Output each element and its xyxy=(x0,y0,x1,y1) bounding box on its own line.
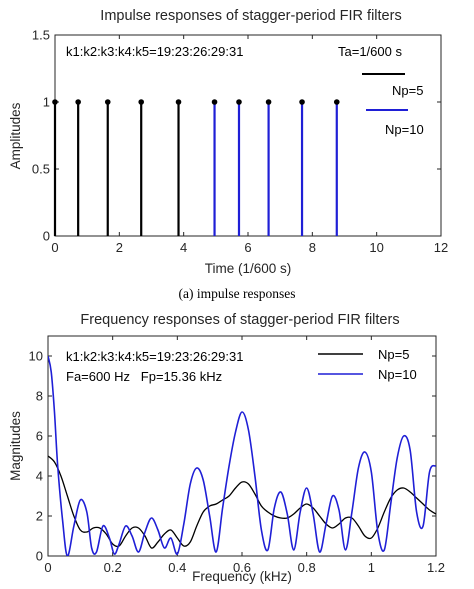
frequency-y-tick-label: 10 xyxy=(29,349,43,364)
impulse-stem-marker xyxy=(138,99,145,105)
impulse-stem-marker xyxy=(299,99,305,105)
impulse-x-tick-label: 6 xyxy=(244,240,251,255)
impulse-y-axis-label: Amplitudes xyxy=(8,102,23,169)
impulse-sampling-annotation: Ta=1/600 s xyxy=(338,44,402,59)
impulse-chart: Impulse responses of stagger-period FIR … xyxy=(8,8,448,301)
impulse-chart-title: Impulse responses of stagger-period FIR … xyxy=(100,8,401,24)
frequency-series-line-np5 xyxy=(48,455,436,549)
impulse-x-tick-label: 10 xyxy=(369,240,383,255)
frequency-ratio-annotation: k1:k2:k3:k4:k5=19:23:26:29:31 xyxy=(66,349,243,364)
impulse-stems xyxy=(52,99,340,236)
frequency-y-tick-label: 4 xyxy=(36,469,43,484)
impulse-stem-marker xyxy=(236,99,242,105)
impulse-ticks: 0 2 4 6 8 10 12 0 0.5 1 1.5 xyxy=(32,28,448,256)
impulse-stem-marker xyxy=(75,99,81,105)
frequency-x-tick-label: 0 xyxy=(44,560,51,575)
frequency-legend-label-np5: Np=5 xyxy=(378,347,409,362)
impulse-stem-marker xyxy=(333,99,340,105)
impulse-stem-marker xyxy=(175,99,182,105)
impulse-caption: (a) impulse responses xyxy=(179,286,296,301)
impulse-y-tick-label: 1.5 xyxy=(32,28,50,43)
impulse-legend-label-np5: Np=5 xyxy=(392,83,423,98)
frequency-x-tick-label: 0.6 xyxy=(233,560,251,575)
impulse-stem-marker xyxy=(265,99,272,105)
frequency-ticks: 0 0.2 0.4 0.6 0.8 1 1.2 0 2 4 6 8 10 xyxy=(29,336,445,575)
impulse-x-axis-label: Time (1/600 s) xyxy=(205,261,292,276)
impulse-stem-marker xyxy=(104,99,111,105)
impulse-plot-area xyxy=(54,34,442,237)
impulse-ratio-annotation: k1:k2:k3:k4:k5=19:23:26:29:31 xyxy=(66,44,243,59)
frequency-y-tick-label: 0 xyxy=(36,549,43,564)
impulse-y-tick-label: 0 xyxy=(43,229,50,244)
frequency-legend-label-np10: Np=10 xyxy=(378,367,417,382)
impulse-legend-label-np10: Np=10 xyxy=(385,122,424,137)
impulse-x-tick-label: 4 xyxy=(180,240,187,255)
impulse-x-tick-label: 8 xyxy=(309,240,316,255)
frequency-x-tick-label: 0.4 xyxy=(168,560,186,575)
frequency-plot-area xyxy=(47,335,437,557)
impulse-x-tick-label: 0 xyxy=(51,240,58,255)
frequency-x-tick-label: 0.2 xyxy=(104,560,122,575)
frequency-chart: Frequency responses of stagger-period FI… xyxy=(8,312,445,584)
frequency-x-tick-label: 1 xyxy=(368,560,375,575)
impulse-y-tick-label: 0.5 xyxy=(32,162,50,177)
frequency-x-tick-label: 1.2 xyxy=(427,560,445,575)
frequency-y-tick-label: 6 xyxy=(36,429,43,444)
frequency-y-tick-label: 2 xyxy=(36,509,43,524)
impulse-y-tick-label: 1 xyxy=(43,95,50,110)
frequency-lines xyxy=(48,355,436,556)
frequency-x-tick-label: 0.8 xyxy=(298,560,316,575)
frequency-y-axis-label: Magnitudes xyxy=(8,411,23,481)
frequency-y-tick-label: 8 xyxy=(36,389,43,404)
impulse-stem-marker xyxy=(52,99,58,105)
frequency-series-line-np10 xyxy=(48,355,436,556)
frequency-params-annotation: Fa=600 Hz Fp=15.36 kHz xyxy=(66,369,222,384)
frequency-chart-title: Frequency responses of stagger-period FI… xyxy=(80,312,399,328)
impulse-x-tick-label: 12 xyxy=(434,240,448,255)
impulse-x-tick-label: 2 xyxy=(116,240,123,255)
impulse-stem-marker xyxy=(211,99,218,105)
frequency-x-axis-label: Frequency (kHz) xyxy=(192,569,292,584)
